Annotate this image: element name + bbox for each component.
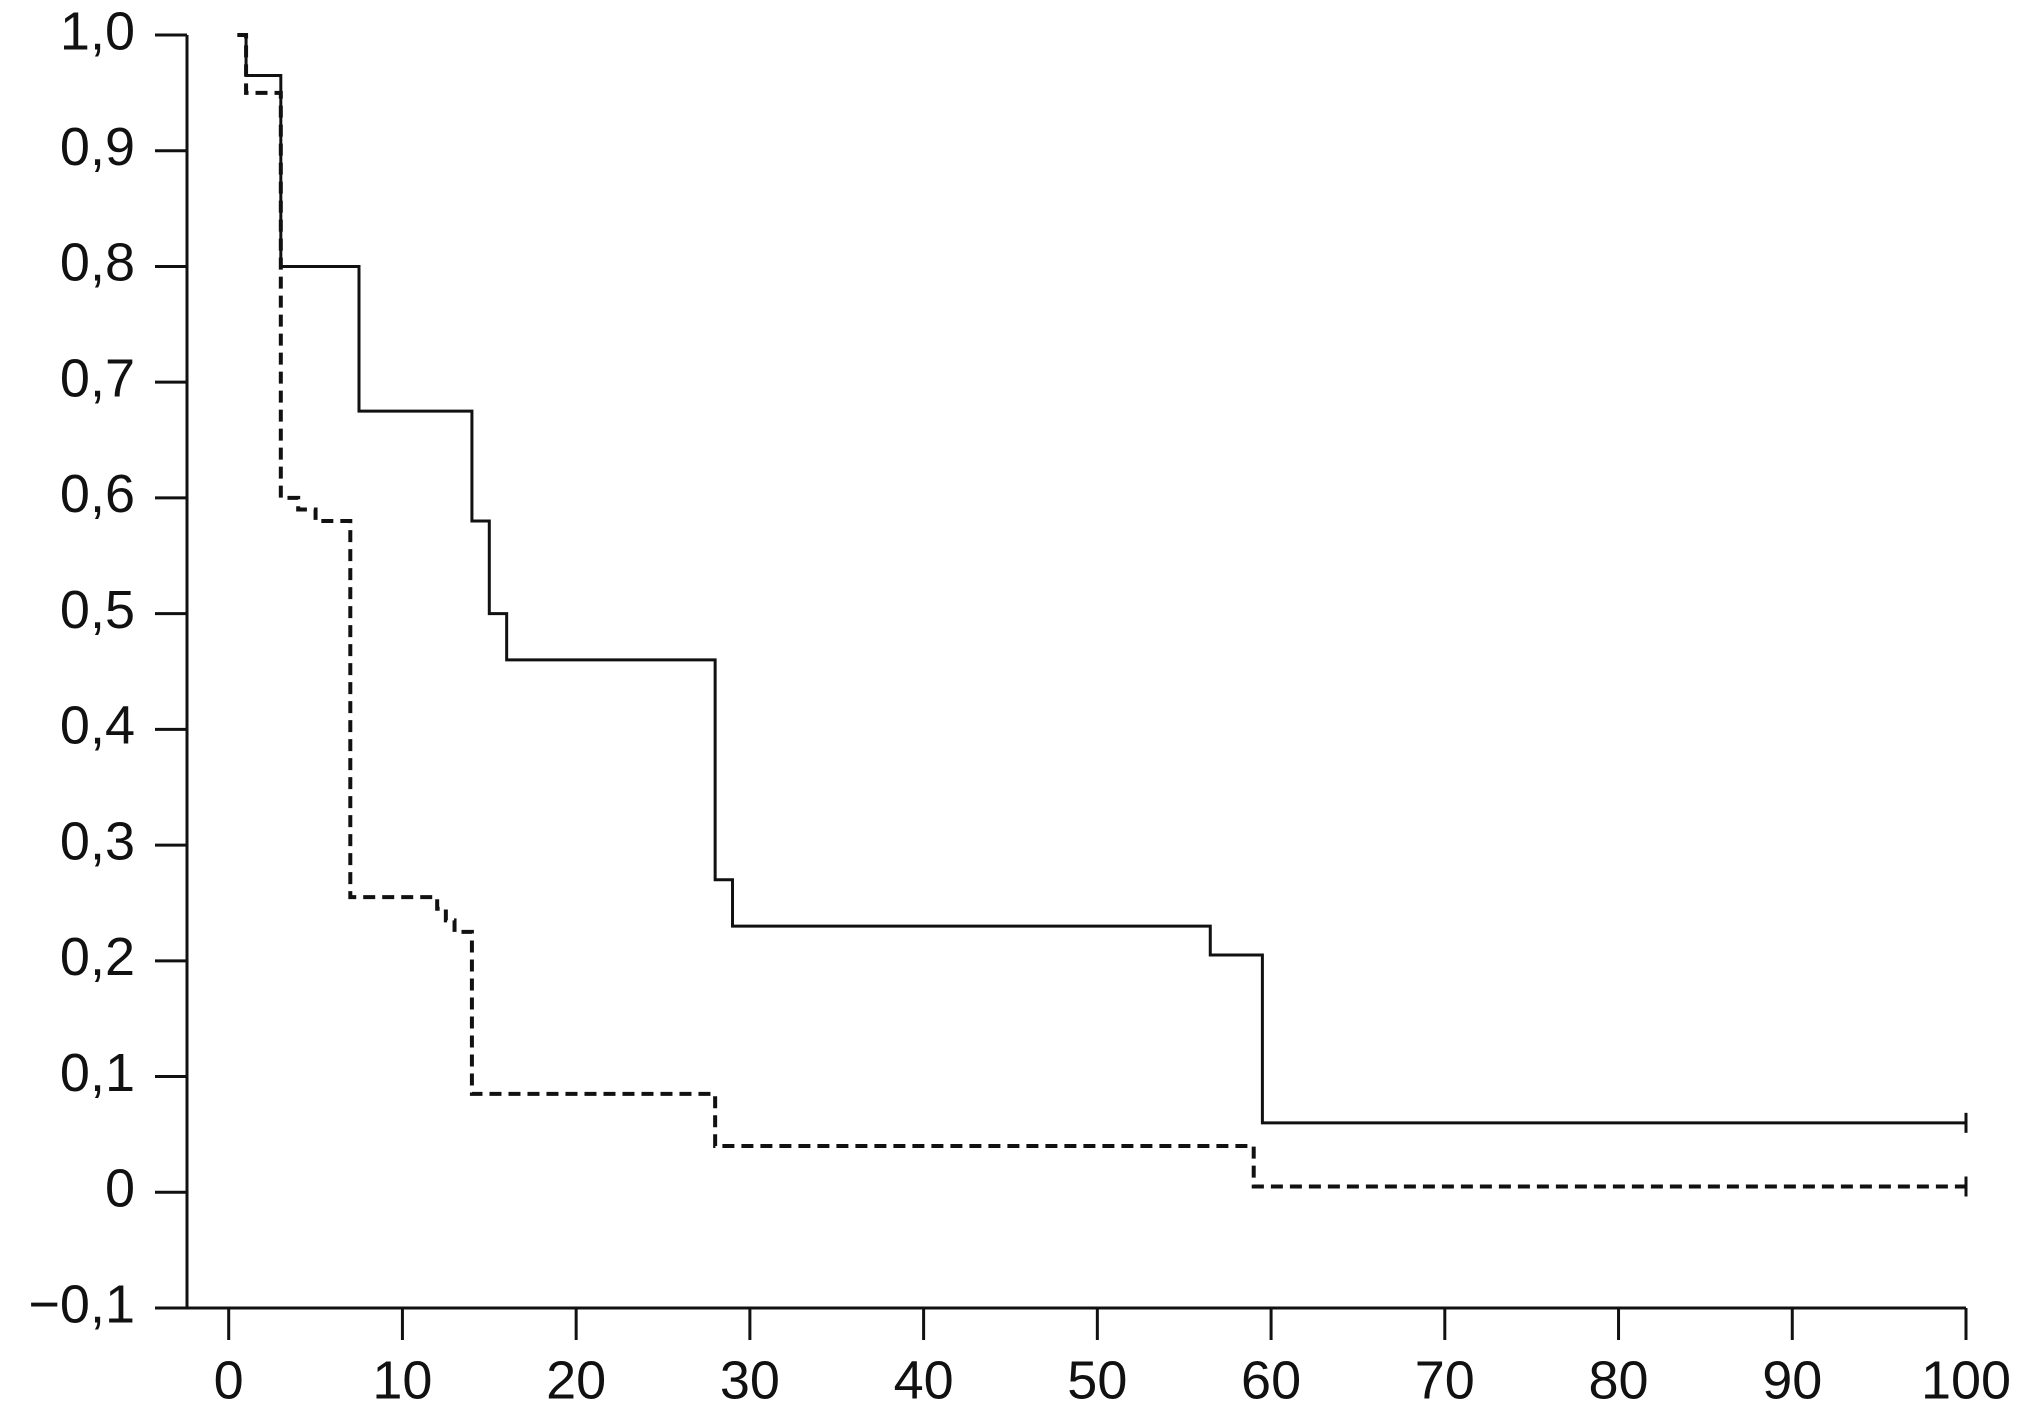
x-tick-label: 50 bbox=[1067, 1350, 1127, 1410]
survival-curve bbox=[237, 33, 1966, 1125]
y-tick-label: 0,1 bbox=[60, 1043, 135, 1103]
x-tick-label: 100 bbox=[1921, 1350, 2011, 1410]
x-tick-label: 30 bbox=[720, 1350, 780, 1410]
x-tick-label: 80 bbox=[1589, 1350, 1649, 1410]
y-tick-label: 0 bbox=[105, 1159, 135, 1219]
survival-curve bbox=[237, 33, 1966, 1189]
y-tick-label: 0,2 bbox=[60, 927, 135, 987]
y-tick-label: 0,9 bbox=[60, 117, 135, 177]
y-tick-label: 0,4 bbox=[60, 696, 135, 756]
x-tick-label: 40 bbox=[894, 1350, 954, 1410]
y-tick-label: 0,5 bbox=[60, 580, 135, 640]
y-tick-label: 0,6 bbox=[60, 464, 135, 524]
y-tick-label: 0,7 bbox=[60, 348, 135, 408]
x-tick-label: 60 bbox=[1241, 1350, 1301, 1410]
y-tick-label: 1,0 bbox=[60, 1, 135, 61]
x-tick-label: 0 bbox=[214, 1350, 244, 1410]
y-tick-label: −0,1 bbox=[28, 1274, 135, 1334]
x-tick-label: 90 bbox=[1762, 1350, 1822, 1410]
x-tick-label: 70 bbox=[1415, 1350, 1475, 1410]
y-tick-label: 0,3 bbox=[60, 811, 135, 871]
y-tick-label: 0,8 bbox=[60, 233, 135, 293]
x-tick-label: 10 bbox=[372, 1350, 432, 1410]
x-tick-label: 20 bbox=[546, 1350, 606, 1410]
